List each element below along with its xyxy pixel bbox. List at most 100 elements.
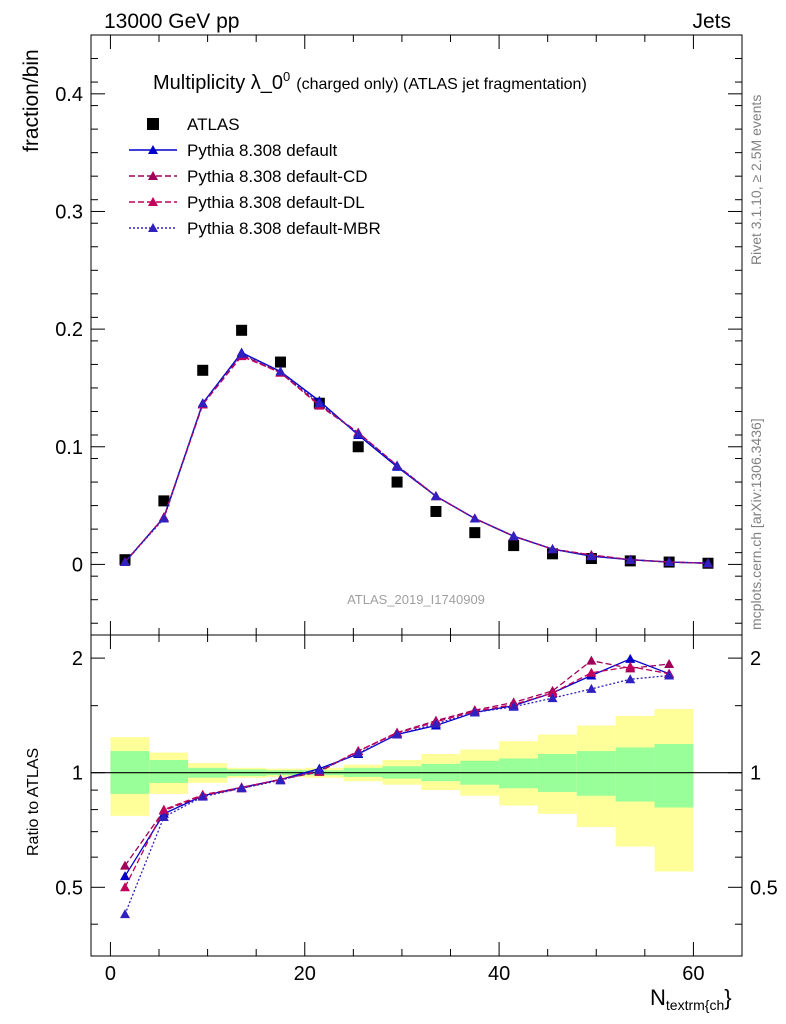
ratio-marker-dl	[625, 661, 636, 671]
data-point-atlas	[197, 364, 209, 376]
marker-mbr	[508, 531, 519, 541]
main-ylabel: fraction/bin	[20, 49, 43, 152]
data-point-atlas	[508, 540, 520, 552]
main-ytick-label: 0	[72, 554, 83, 576]
marker-mbr	[392, 460, 403, 470]
series-line-dl	[124, 355, 709, 564]
data-point-atlas	[274, 356, 286, 368]
main-ytick-label: 0.4	[55, 84, 83, 106]
band-inner-bin	[576, 751, 616, 796]
ratio-marker-mbr	[314, 765, 325, 775]
data-point-atlas	[547, 548, 559, 560]
ratio-marker-mbr	[275, 775, 286, 785]
header-left: 13000 GeV pp	[104, 10, 239, 33]
ratio-marker-dl	[547, 687, 558, 697]
ratio-xtick-label: 0	[105, 963, 116, 985]
ratio-marker-mbr	[664, 670, 675, 680]
legend-label: Pythia 8.308 default-MBR	[187, 219, 381, 238]
ratio-panel-marks	[120, 653, 675, 919]
ratio-marker-mbr	[158, 811, 169, 821]
ratio-marker-mbr	[120, 909, 131, 919]
marker-mbr	[120, 557, 131, 567]
xlabel-N: N	[650, 985, 666, 1010]
mcplots-label: mcplots.cern.ch [arXiv:1306.3436]	[748, 418, 764, 630]
ratio-xtick-label: 20	[294, 963, 316, 985]
legend-label: Pythia 8.308 default	[187, 141, 338, 160]
series-line-cd	[124, 354, 709, 564]
ratio-marker-default	[120, 871, 131, 881]
xlabel-brace: }	[724, 985, 731, 1010]
ratio-ytick-label: 2	[72, 648, 83, 670]
ratio-marker-dl	[158, 804, 169, 814]
ratio-ytick-label: 1	[72, 763, 83, 785]
ratio-marker-mbr	[469, 707, 480, 717]
xlabel-sub: textrm{ch	[666, 997, 724, 1013]
ratio-marker-cd	[664, 658, 675, 668]
data-point-atlas	[430, 505, 442, 517]
ratio-marker-mbr	[197, 791, 208, 801]
marker-mbr	[430, 491, 441, 501]
ratio-marker-mbr	[547, 693, 558, 703]
main-ytick-label: 0.1	[55, 437, 83, 459]
data-point-atlas	[391, 476, 403, 488]
marker-mbr	[197, 398, 208, 408]
marker-mbr	[547, 544, 558, 554]
marker-mbr	[236, 348, 247, 358]
ratio-marker-mbr	[586, 683, 597, 693]
ratio-marker-mbr	[430, 718, 441, 728]
marker-mbr	[314, 398, 325, 408]
marker-mbr	[586, 551, 597, 561]
legend: ATLAS Pythia 8.308 default Pythia 8.308 de…	[129, 115, 381, 238]
legend-label: ATLAS	[187, 115, 240, 134]
plot-title: Multiplicity λ_00 (charged only) (ATLAS j…	[153, 69, 587, 94]
ratio-marker-mbr	[353, 748, 364, 758]
ratio-xlabel: Ntextrm{ch}	[650, 985, 732, 1013]
data-point-atlas	[469, 527, 481, 539]
ratio-marker-mbr	[392, 729, 403, 739]
ratio-marker-mbr	[236, 783, 247, 793]
legend-marker-mbr	[148, 223, 158, 232]
header-right: Jets	[692, 10, 731, 33]
plot-title-main: Multiplicity λ_0	[153, 72, 283, 94]
ratio-marker-dl	[120, 882, 131, 892]
marker-mbr	[664, 557, 675, 567]
ratio-marker-default	[625, 653, 636, 663]
analysis-watermark: ATLAS_2019_I1740909	[347, 592, 485, 607]
axes-ticks: 0 0.1 0.2 0.3 0.4 0 20 40 60 0.5 0.5 1 1 2 2	[55, 35, 778, 985]
ratio-ytick-label-right: 2	[750, 648, 761, 670]
main-panel-marks	[119, 324, 714, 569]
ratio-panel-frame	[90, 634, 743, 957]
band-inner-bin	[654, 743, 694, 808]
rivet-label: Rivet 3.1.10, ≥ 2.5M events	[748, 95, 764, 265]
band-inner-bin	[499, 758, 538, 789]
series-line-mbr	[124, 352, 709, 564]
legend-marker-cd	[148, 171, 158, 180]
ratio-marker-cd	[120, 860, 131, 870]
ratio-xtick-label: 60	[682, 963, 704, 985]
marker-mbr	[275, 366, 286, 376]
legend-marker-atlas	[147, 118, 159, 130]
legend-label: Pythia 8.308 default-DL	[187, 193, 365, 212]
marker-mbr	[469, 513, 480, 523]
data-point-atlas	[352, 441, 364, 453]
data-point-atlas	[158, 495, 170, 507]
main-ytick-label: 0.3	[55, 201, 83, 223]
marker-mbr	[353, 428, 364, 438]
band-inner-bin	[615, 747, 655, 802]
marker-mbr	[702, 558, 713, 568]
marker-mbr	[158, 513, 169, 523]
series-line-default	[124, 351, 709, 564]
legend-marker-dl	[148, 197, 158, 206]
ratio-marker-mbr	[508, 701, 519, 711]
ratio-marker-mbr	[625, 674, 636, 684]
ratio-marker-cd	[586, 655, 597, 665]
ratio-marker-dl	[586, 667, 597, 677]
ratio-ytick-label: 0.5	[55, 877, 83, 899]
data-point-atlas	[236, 324, 248, 336]
plot-title-tail: (charged only) (ATLAS jet fragmentation)	[296, 76, 587, 93]
legend-label: Pythia 8.308 default-CD	[187, 167, 368, 186]
ratio-ytick-label-right: 1	[750, 763, 761, 785]
ratio-xtick-label: 40	[488, 963, 510, 985]
ratio-ytick-label-right: 0.5	[750, 877, 778, 899]
